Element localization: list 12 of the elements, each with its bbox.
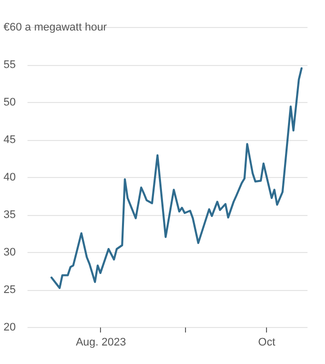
x-tick-label: Oct <box>258 336 276 348</box>
y-tick-label: 30 <box>4 246 16 258</box>
y-tick-label: 25 <box>4 284 16 296</box>
y-tick-label: 50 <box>4 96 16 108</box>
y-tick-label: 35 <box>4 209 16 221</box>
y-tick-label: 40 <box>4 172 16 184</box>
y-tick-label: €60 a megawatt hour <box>4 22 108 34</box>
y-tick-label: 45 <box>4 134 16 146</box>
y-tick-label: 55 <box>4 59 16 71</box>
y-tick-label: 20 <box>4 322 16 334</box>
x-tick-label: Aug. 2023 <box>76 336 126 348</box>
line-series <box>50 67 303 289</box>
